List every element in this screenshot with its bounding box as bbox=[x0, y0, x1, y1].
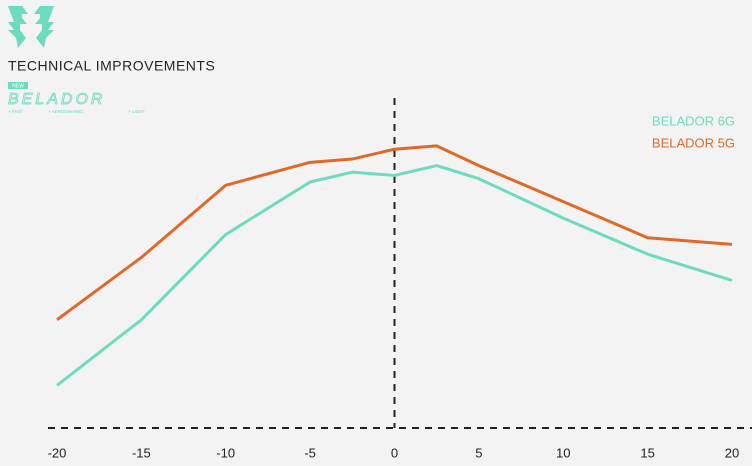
badge-bg bbox=[8, 82, 28, 89]
x-tick-label: 20 bbox=[725, 445, 739, 460]
x-tick-label: -5 bbox=[304, 445, 316, 460]
x-tick-label: 15 bbox=[640, 445, 654, 460]
brand: BELADOR bbox=[8, 91, 105, 108]
x-tick-label: -15 bbox=[132, 445, 151, 460]
legend-entry: BELADOR 5G bbox=[652, 135, 735, 150]
badge: NEW bbox=[12, 83, 24, 89]
line bbox=[56, 144, 733, 321]
logo-icon bbox=[8, 6, 54, 48]
chart-title: TECHNICAL IMPROVEMENTS bbox=[8, 58, 215, 74]
x-tick-label: 5 bbox=[475, 445, 482, 460]
feature: + AERODINAMIC bbox=[48, 109, 84, 114]
x-tick-label: 0 bbox=[391, 445, 398, 460]
legend-entry: BELADOR 6G bbox=[652, 113, 735, 128]
x-tick-label: 10 bbox=[556, 445, 570, 460]
x-tick-label: -20 bbox=[48, 445, 67, 460]
feature: + FAST bbox=[8, 109, 23, 114]
line bbox=[56, 164, 733, 387]
x-tick-label: -10 bbox=[216, 445, 235, 460]
feature: + LIGHT bbox=[128, 109, 145, 114]
